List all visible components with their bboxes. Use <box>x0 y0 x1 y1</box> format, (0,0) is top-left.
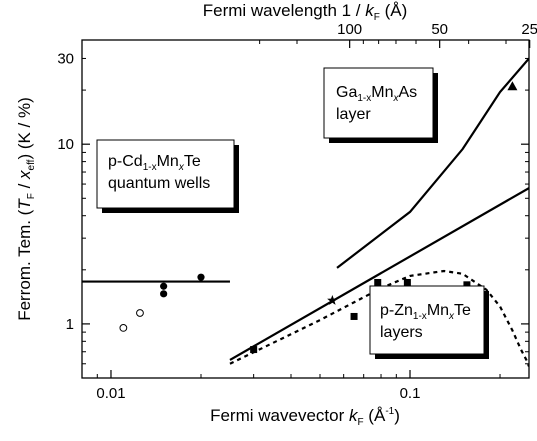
x-tick-label: 0.01 <box>96 385 125 402</box>
x-tick-label: 0.1 <box>400 385 421 402</box>
y-tick-label: 10 <box>57 136 74 153</box>
gamnas-label-line: layer <box>336 106 371 123</box>
label-segment: Mn <box>157 153 179 170</box>
top-tick-label: 100 <box>337 21 362 38</box>
label-segment: Mn <box>427 302 449 319</box>
y-tick-label: 1 <box>66 316 74 333</box>
label-segment: 1-x <box>357 93 371 104</box>
dashed-curve <box>229 269 529 367</box>
filled-circle-point <box>160 282 168 290</box>
znmnte-label-line: layers <box>380 324 423 341</box>
label-segment: x <box>448 311 455 322</box>
axis-ticks: 0.010.1110301005025105 <box>57 21 537 402</box>
star-point <box>327 294 338 305</box>
square-point <box>250 346 258 354</box>
label-segment: Te <box>184 153 201 170</box>
label-segment: layer <box>336 106 371 123</box>
open-circle-point <box>119 324 128 332</box>
label-segment: Ga <box>336 84 357 101</box>
triangle-point <box>507 81 518 91</box>
y-axis-title: Ferrom. Tem. (TF / xeff) (K / %) <box>15 97 37 321</box>
label-segment: p-Cd <box>108 153 143 170</box>
znmnte-label-line: p-Zn1-xMnxTe <box>380 302 471 322</box>
square-point <box>374 278 382 286</box>
label-segment: 1-x <box>143 162 157 173</box>
label-segment: Te <box>454 302 471 319</box>
x-axis-title: Fermi wavevector kF (Å-1) <box>210 406 400 428</box>
label-segment: x <box>178 162 185 173</box>
top-tick-label: 25 <box>521 21 537 38</box>
square-point <box>350 312 358 320</box>
top-tick-label: 50 <box>431 21 448 38</box>
label-segment: 1-x <box>413 311 427 322</box>
filled-circle-point <box>160 290 168 298</box>
label-segment: As <box>398 84 417 101</box>
square-point <box>403 278 411 286</box>
label-segment: quantum wells <box>108 175 210 192</box>
top-axis-title: Fermi wavelength 1 / kF (Å) <box>203 1 408 23</box>
solid-line <box>229 187 529 361</box>
solid-line <box>336 57 529 269</box>
gamnas-box <box>323 67 434 139</box>
znmnte-box <box>369 285 485 355</box>
cdmnte-box <box>96 139 235 209</box>
square-point <box>463 281 471 289</box>
label-segment: x <box>392 93 399 104</box>
label-segment: layers <box>380 324 423 341</box>
cdmnte-label-line: quantum wells <box>108 175 210 192</box>
filled-circle-point <box>197 273 205 281</box>
y-tick-label: 30 <box>57 50 74 67</box>
data-series <box>82 57 529 367</box>
label-segment: Mn <box>371 84 393 101</box>
open-circle-point <box>136 309 144 317</box>
label-segment: p-Zn <box>380 302 413 319</box>
cdmnte-label-line: p-Cd1-xMnxTe <box>108 153 201 173</box>
gamnas-label-line: Ga1-xMnxAs <box>336 84 417 104</box>
plot-frame <box>81 39 530 379</box>
